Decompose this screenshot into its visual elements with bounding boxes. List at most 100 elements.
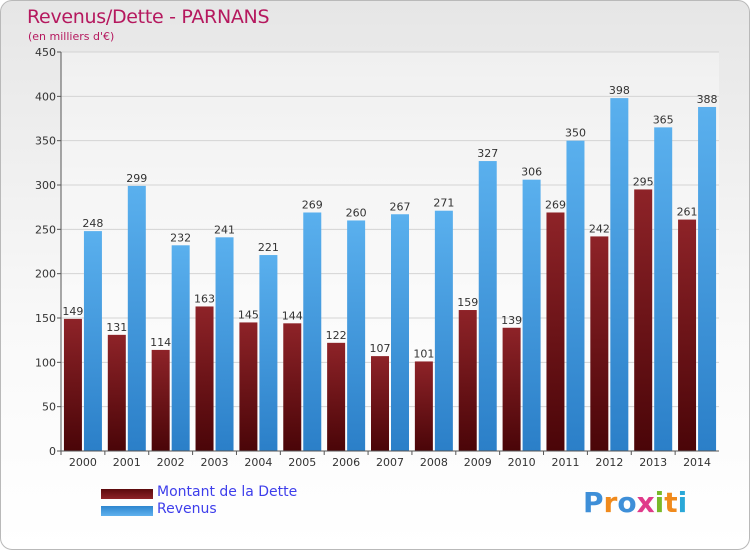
logo-letter: i	[677, 486, 688, 519]
data-label: 159	[457, 296, 478, 309]
data-label: 114	[150, 336, 171, 349]
data-label: 261	[677, 206, 698, 219]
data-label: 260	[346, 206, 367, 219]
x-tick-label: 2001	[113, 456, 141, 469]
data-label: 269	[302, 198, 323, 211]
x-tick-label: 2004	[244, 456, 272, 469]
data-label: 269	[545, 198, 566, 211]
bar-revenus	[303, 212, 322, 451]
bar-revenus	[347, 220, 366, 451]
data-label: 242	[589, 222, 610, 235]
bar-dette	[239, 322, 258, 451]
bar-dette	[634, 189, 653, 451]
x-tick-label: 2000	[69, 456, 97, 469]
legend-swatch-dette	[101, 489, 153, 499]
grid-lines	[61, 51, 719, 452]
logo-letter: o	[617, 486, 637, 519]
x-tick-label: 2012	[595, 456, 623, 469]
data-label: 350	[565, 127, 586, 140]
data-label: 299	[126, 172, 147, 185]
data-label: 131	[106, 321, 127, 334]
legend-swatch-revenus	[101, 506, 153, 516]
data-label: 145	[238, 308, 259, 321]
data-label: 101	[413, 347, 434, 360]
data-label: 122	[326, 329, 347, 342]
bars: 149 248 131 299 114 232 163 241 145 221 144 269 122 2…	[62, 84, 718, 452]
bar-revenus	[83, 231, 102, 451]
y-tick-label: 300	[35, 179, 56, 192]
bar-revenus	[127, 185, 146, 452]
bar-dette	[546, 212, 565, 451]
y-tick-label: 350	[35, 135, 56, 148]
chart-subtitle: (en milliers d'€)	[28, 30, 115, 43]
bar-revenus	[434, 210, 453, 451]
bar-dette	[502, 327, 521, 451]
y-tick-label: 100	[35, 356, 56, 369]
proxiti-logo: Proxiti	[583, 486, 687, 519]
data-label: 163	[194, 292, 215, 305]
bar-revenus	[610, 98, 629, 452]
bar-revenus	[391, 214, 409, 451]
data-label: 107	[370, 342, 391, 355]
bar-dette	[327, 342, 346, 451]
bar-dette	[63, 318, 82, 451]
data-label: 241	[214, 223, 235, 236]
logo-letter: x	[636, 486, 655, 519]
x-tick-label: 2005	[288, 456, 316, 469]
data-label: 271	[433, 197, 454, 210]
y-tick-label: 400	[35, 90, 56, 103]
data-label: 144	[282, 309, 303, 322]
logo-letter: t	[664, 486, 678, 519]
bar-revenus	[215, 237, 234, 451]
y-tick-label: 200	[35, 268, 56, 281]
logo-letter: r	[603, 486, 618, 519]
bar-revenus	[478, 161, 497, 451]
bar-dette	[458, 310, 477, 451]
data-label: 398	[609, 84, 630, 97]
x-tick-label: 2014	[683, 456, 711, 469]
bar-dette	[151, 349, 170, 451]
bar-revenus	[698, 106, 717, 452]
data-label: 388	[697, 93, 718, 106]
data-label: 149	[62, 305, 83, 318]
x-tick-label: 2008	[420, 456, 448, 469]
data-label: 295	[633, 175, 654, 188]
x-tick-label: 2006	[332, 456, 360, 469]
x-tick-label: 2003	[201, 456, 229, 469]
bar-revenus	[566, 140, 585, 451]
plot-area	[61, 52, 719, 451]
y-tick-label: 50	[42, 401, 56, 414]
x-tick-label: 2007	[376, 456, 404, 469]
y-tick-label: 150	[35, 312, 56, 325]
data-label: 232	[170, 231, 191, 244]
data-label: 327	[477, 147, 498, 160]
bar-dette	[678, 219, 697, 451]
data-label: 267	[390, 200, 411, 213]
data-label: 365	[653, 113, 674, 126]
bar-revenus	[259, 255, 278, 451]
y-tick-label: 250	[35, 223, 56, 236]
bar-revenus	[522, 179, 541, 451]
y-tick-label: 0	[49, 445, 56, 458]
x-tick-label: 2010	[508, 456, 536, 469]
logo-letter: i	[654, 486, 665, 519]
axes: 0 50 100 150 200 250 300 350 400 450 2000 2001 2002 2…	[35, 46, 719, 469]
legend-label-dette: Montant de la Dette	[157, 484, 298, 500]
logo-letter: P	[583, 486, 604, 519]
chart-title: Revenus/Dette - PARNANS	[27, 6, 270, 28]
bar-dette	[414, 361, 433, 451]
bar-revenus	[171, 245, 190, 451]
bar-dette	[590, 236, 609, 451]
data-label: 139	[501, 314, 522, 327]
bar-revenus	[654, 127, 673, 451]
x-tick-label: 2013	[639, 456, 667, 469]
bar-dette	[371, 356, 389, 451]
data-label: 221	[258, 241, 279, 254]
x-tick-label: 2002	[157, 456, 185, 469]
legend-label-revenus: Revenus	[157, 501, 217, 517]
data-label: 248	[82, 217, 103, 230]
bar-dette	[195, 306, 214, 451]
y-tick-label: 450	[35, 46, 56, 59]
